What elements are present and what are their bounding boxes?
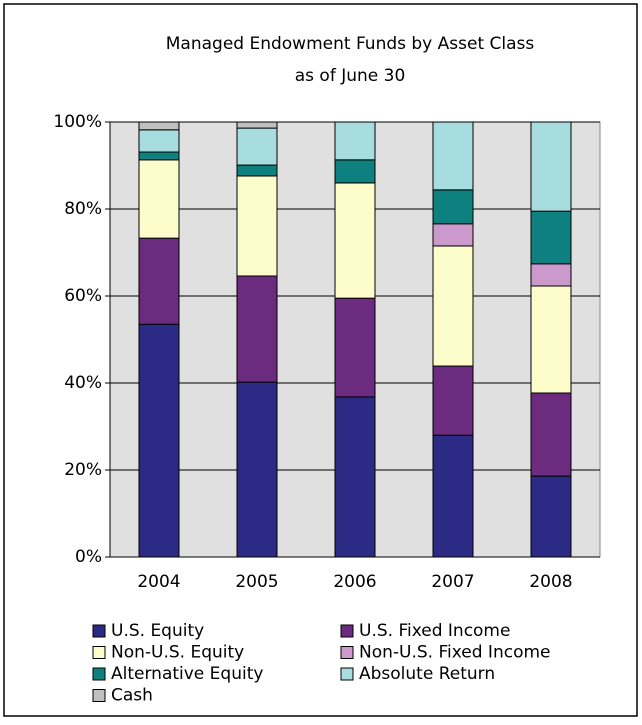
y-tick-label: 20% xyxy=(64,460,102,480)
bar-segment xyxy=(236,275,278,383)
x-tick-label: 2005 xyxy=(235,572,278,592)
bar-segment xyxy=(138,237,180,325)
bar-segment xyxy=(432,223,474,247)
legend-label: Alternative Equity xyxy=(111,664,263,684)
bar-segment xyxy=(432,365,474,436)
x-tick-label: 2007 xyxy=(431,572,474,592)
bar-segment xyxy=(432,434,474,558)
bar-segment xyxy=(530,392,572,477)
bar-segment xyxy=(236,175,278,277)
legend-label: Cash xyxy=(111,686,153,706)
bar-segment xyxy=(334,396,376,558)
bar-segment xyxy=(138,121,180,131)
legend-label: U.S. Equity xyxy=(111,621,204,641)
chart-title: Managed Endowment Funds by Asset Class xyxy=(166,34,535,54)
bar-segment xyxy=(138,159,180,239)
x-tick-label: 2004 xyxy=(137,572,180,592)
bar-segment xyxy=(334,159,376,184)
legend-label: Non-U.S. Equity xyxy=(111,643,244,663)
bar-segment xyxy=(432,189,474,225)
chart-subtitle: as of June 30 xyxy=(295,66,406,86)
bar-segment xyxy=(530,121,572,212)
bar-segment xyxy=(530,285,572,394)
bar-segment xyxy=(236,127,278,166)
legend-label: Absolute Return xyxy=(359,664,495,684)
y-tick-label: 100% xyxy=(53,112,102,132)
bar-segment xyxy=(432,245,474,367)
bar-segment xyxy=(334,297,376,398)
y-tick-label: 80% xyxy=(64,199,102,219)
x-tick-label: 2008 xyxy=(529,572,572,592)
bar-segment xyxy=(138,129,180,153)
y-tick-label: 0% xyxy=(75,547,102,567)
legend-label: Non-U.S. Fixed Income xyxy=(359,643,550,663)
legend-swatch xyxy=(340,646,354,659)
bar-segment xyxy=(530,210,572,265)
bar-segment xyxy=(334,182,376,299)
legend-swatch xyxy=(340,667,354,681)
y-tick-label: 40% xyxy=(64,373,102,393)
legend-swatch xyxy=(92,667,106,681)
legend-swatch xyxy=(92,689,106,702)
y-tick-label: 60% xyxy=(64,286,102,306)
legend-label: U.S. Fixed Income xyxy=(359,621,510,641)
bar-segment xyxy=(236,164,278,177)
bar-segment xyxy=(334,121,376,161)
bar-segment xyxy=(236,121,278,129)
x-tick-label: 2006 xyxy=(333,572,376,592)
bar-segment xyxy=(530,263,572,287)
bar-segment xyxy=(138,323,180,558)
legend-swatch xyxy=(92,624,106,638)
bar-segment xyxy=(432,121,474,191)
legend-swatch xyxy=(92,646,106,659)
bar-segment xyxy=(236,381,278,558)
legend-swatch xyxy=(340,624,354,638)
bar-segment xyxy=(138,151,180,161)
bar-segment xyxy=(530,475,572,558)
